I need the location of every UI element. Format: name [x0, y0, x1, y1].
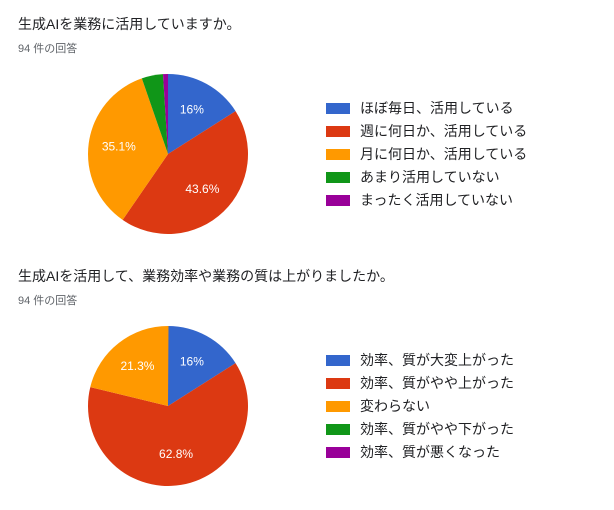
legend-swatch: [326, 378, 350, 389]
legend-label: 効率、質がやや下がった: [360, 419, 514, 439]
legend-item[interactable]: あまり活用していない: [326, 167, 596, 187]
question-title: 生成AIを活用して、業務効率や業務の質は上がりましたか。: [18, 266, 596, 286]
chart-row: 16% 62.8% 21.3% 効率、質が大変上がった効率、質がやや上がった変わらな…: [18, 316, 596, 496]
legend-label: 変わらない: [360, 396, 430, 416]
legend-label: 効率、質が悪くなった: [360, 442, 500, 462]
pie-chart: 16% 43.6% 35.1%: [38, 64, 298, 244]
legend-label: 月に何日か、活用している: [360, 144, 527, 164]
legend-label: 効率、質が大変上がった: [360, 350, 514, 370]
legend-item[interactable]: 月に何日か、活用している: [326, 144, 596, 164]
question-title: 生成AIを業務に活用していますか。: [18, 14, 596, 34]
legend-item[interactable]: ほぼ毎日、活用している: [326, 98, 596, 118]
pie-chart-container: 16% 62.8% 21.3%: [18, 316, 318, 496]
legend-swatch: [326, 172, 350, 183]
legend-label: まったく活用していない: [360, 190, 513, 210]
pie-slice-label: 16%: [180, 355, 204, 369]
responses-count: 94 件の回答: [18, 292, 596, 308]
legend-swatch: [326, 149, 350, 160]
legend-swatch: [326, 103, 350, 114]
pie-slice-label: 35.1%: [102, 139, 136, 153]
legend: ほぼ毎日、活用している週に何日か、活用している月に何日か、活用しているあまり活用…: [318, 95, 596, 213]
legend-swatch: [326, 447, 350, 458]
pie-chart: 16% 62.8% 21.3%: [38, 316, 298, 496]
responses-count: 94 件の回答: [18, 40, 596, 56]
legend-item[interactable]: 週に何日か、活用している: [326, 121, 596, 141]
legend-item[interactable]: 効率、質が大変上がった: [326, 350, 596, 370]
legend-swatch: [326, 355, 350, 366]
pie-slice-label: 43.6%: [185, 182, 219, 196]
legend-item[interactable]: 効率、質がやや上がった: [326, 373, 596, 393]
pie-slice-label: 62.8%: [159, 447, 193, 461]
legend-swatch: [326, 195, 350, 206]
survey-block-q2: 生成AIを活用して、業務効率や業務の質は上がりましたか。 94 件の回答 16%…: [0, 252, 614, 504]
legend: 効率、質が大変上がった効率、質がやや上がった変わらない効率、質がやや下がった効率…: [318, 347, 596, 465]
pie-slice-label: 21.3%: [120, 359, 154, 373]
legend-label: あまり活用していない: [360, 167, 500, 187]
legend-item[interactable]: 効率、質が悪くなった: [326, 442, 596, 462]
pie-chart-container: 16% 43.6% 35.1%: [18, 64, 318, 244]
survey-block-q1: 生成AIを業務に活用していますか。 94 件の回答 16% 43.6% 35.1% …: [0, 0, 614, 252]
chart-row: 16% 43.6% 35.1% ほぼ毎日、活用している週に何日か、活用している月に何…: [18, 64, 596, 244]
legend-item[interactable]: まったく活用していない: [326, 190, 596, 210]
legend-item[interactable]: 変わらない: [326, 396, 596, 416]
legend-swatch: [326, 424, 350, 435]
legend-label: 効率、質がやや上がった: [360, 373, 514, 393]
legend-label: 週に何日か、活用している: [360, 121, 527, 141]
legend-swatch: [326, 401, 350, 412]
legend-item[interactable]: 効率、質がやや下がった: [326, 419, 596, 439]
pie-slice-label: 16%: [180, 103, 204, 117]
legend-label: ほぼ毎日、活用している: [360, 98, 514, 118]
legend-swatch: [326, 126, 350, 137]
